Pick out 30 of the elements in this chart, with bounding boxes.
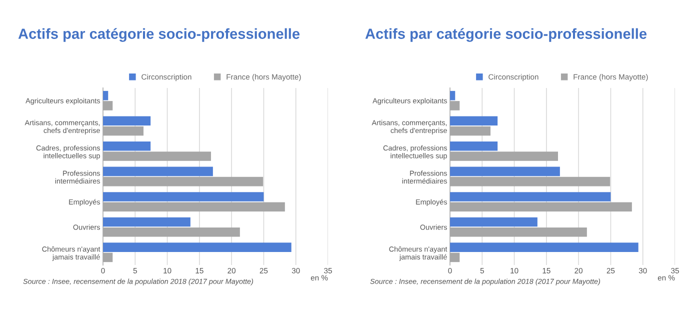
- bar: [450, 227, 587, 237]
- bar: [450, 202, 632, 212]
- bar: [450, 176, 610, 186]
- bar: [103, 152, 211, 161]
- bar: [103, 252, 113, 262]
- chart-title: Actifs par catégorie socio-professionelle: [18, 28, 300, 42]
- bar: [103, 126, 144, 136]
- bar: [450, 116, 498, 126]
- bar: [103, 101, 113, 110]
- bar: [103, 192, 264, 202]
- bar: [450, 192, 611, 202]
- bar: [450, 90, 456, 100]
- bar: [450, 166, 560, 176]
- chart-title: Actifs par catégorie socio-professionelle: [365, 28, 647, 42]
- bar: [103, 142, 151, 151]
- bar: [450, 126, 490, 136]
- bar: [103, 166, 213, 176]
- bar: [450, 142, 498, 151]
- bar: [450, 252, 460, 262]
- bar: [450, 217, 538, 227]
- bar: [103, 116, 151, 126]
- bar: [450, 242, 638, 252]
- bar: [103, 202, 285, 212]
- bar: [103, 242, 292, 252]
- bar: [103, 90, 108, 100]
- bar: [450, 101, 460, 110]
- bar: [103, 217, 190, 227]
- bar: [450, 152, 558, 161]
- bar: [103, 176, 264, 186]
- bar: [103, 227, 240, 237]
